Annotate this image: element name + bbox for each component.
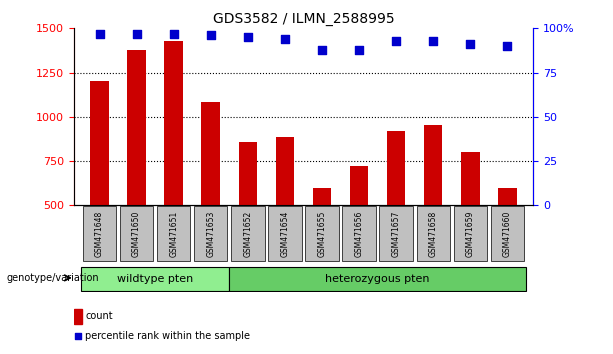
Text: heterozygous pten: heterozygous pten bbox=[326, 274, 430, 284]
Text: GSM471650: GSM471650 bbox=[132, 210, 141, 257]
Point bbox=[340, 226, 350, 232]
FancyBboxPatch shape bbox=[157, 206, 191, 261]
FancyBboxPatch shape bbox=[305, 206, 338, 261]
FancyBboxPatch shape bbox=[83, 206, 116, 261]
Text: GSM471653: GSM471653 bbox=[206, 210, 215, 257]
Text: GSM471658: GSM471658 bbox=[428, 211, 438, 257]
Bar bbox=[461, 152, 479, 294]
Bar bbox=[164, 41, 183, 294]
FancyBboxPatch shape bbox=[229, 267, 526, 291]
FancyBboxPatch shape bbox=[416, 206, 450, 261]
Bar bbox=[90, 81, 109, 294]
Bar bbox=[424, 125, 443, 294]
Bar bbox=[238, 143, 257, 294]
Bar bbox=[498, 188, 517, 294]
FancyBboxPatch shape bbox=[454, 206, 487, 261]
FancyBboxPatch shape bbox=[268, 206, 302, 261]
Point bbox=[280, 36, 290, 42]
Bar bbox=[202, 102, 220, 294]
Text: count: count bbox=[85, 311, 113, 321]
FancyBboxPatch shape bbox=[120, 206, 153, 261]
FancyBboxPatch shape bbox=[343, 206, 376, 261]
Text: GSM471654: GSM471654 bbox=[280, 210, 289, 257]
Text: wildtype pten: wildtype pten bbox=[117, 274, 193, 284]
Bar bbox=[387, 131, 405, 294]
Bar bbox=[128, 50, 146, 294]
Point bbox=[243, 34, 253, 40]
Text: GSM471660: GSM471660 bbox=[503, 210, 512, 257]
Title: GDS3582 / ILMN_2588995: GDS3582 / ILMN_2588995 bbox=[213, 12, 394, 26]
Point bbox=[132, 31, 142, 36]
Point bbox=[206, 33, 216, 38]
Point bbox=[428, 38, 438, 44]
Text: GSM471657: GSM471657 bbox=[392, 210, 401, 257]
FancyBboxPatch shape bbox=[490, 206, 524, 261]
Text: percentile rank within the sample: percentile rank within the sample bbox=[85, 331, 250, 341]
FancyBboxPatch shape bbox=[81, 267, 229, 291]
Point bbox=[354, 47, 364, 52]
Text: GSM471656: GSM471656 bbox=[354, 210, 364, 257]
Text: genotype/variation: genotype/variation bbox=[6, 273, 99, 283]
Point bbox=[94, 31, 104, 36]
Text: GSM471659: GSM471659 bbox=[466, 210, 475, 257]
Bar bbox=[74, 309, 82, 324]
Text: GSM471648: GSM471648 bbox=[95, 211, 104, 257]
Point bbox=[169, 31, 178, 36]
Bar bbox=[313, 188, 331, 294]
Text: GSM471655: GSM471655 bbox=[318, 210, 327, 257]
Text: GSM471652: GSM471652 bbox=[243, 211, 253, 257]
FancyBboxPatch shape bbox=[194, 206, 227, 261]
Text: GSM471651: GSM471651 bbox=[169, 211, 178, 257]
Point bbox=[465, 41, 475, 47]
Point bbox=[317, 47, 327, 52]
Bar bbox=[350, 166, 368, 294]
Bar bbox=[276, 137, 294, 294]
Point bbox=[503, 43, 512, 49]
FancyBboxPatch shape bbox=[379, 206, 413, 261]
Point bbox=[391, 38, 401, 44]
FancyBboxPatch shape bbox=[231, 206, 264, 261]
